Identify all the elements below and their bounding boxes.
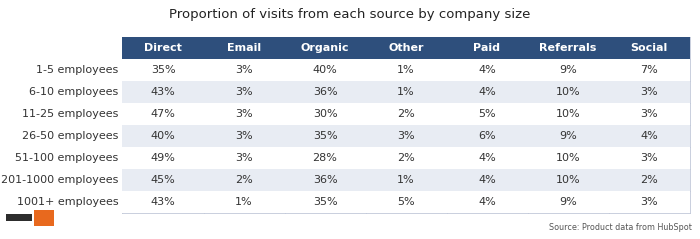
Text: 3%: 3% xyxy=(235,65,253,75)
Text: 6%: 6% xyxy=(478,131,496,141)
Text: 4%: 4% xyxy=(478,65,496,75)
Text: Email: Email xyxy=(227,43,261,53)
Text: 51-100 employees: 51-100 employees xyxy=(15,153,118,163)
Text: 4%: 4% xyxy=(478,153,496,163)
Text: 2%: 2% xyxy=(397,153,415,163)
Text: 1-5 employees: 1-5 employees xyxy=(36,65,118,75)
Text: Social: Social xyxy=(631,43,668,53)
Text: 3%: 3% xyxy=(235,87,253,97)
Text: Paid: Paid xyxy=(473,43,500,53)
Text: 40%: 40% xyxy=(150,131,176,141)
Text: 35%: 35% xyxy=(150,65,175,75)
Text: 3%: 3% xyxy=(640,87,658,97)
Text: 47%: 47% xyxy=(150,109,176,119)
Text: 4%: 4% xyxy=(478,197,496,207)
Text: 10%: 10% xyxy=(556,153,580,163)
Text: 4%: 4% xyxy=(478,175,496,185)
Text: 49%: 49% xyxy=(150,153,176,163)
Text: 5%: 5% xyxy=(478,109,496,119)
Text: 3%: 3% xyxy=(640,153,658,163)
Text: 45%: 45% xyxy=(150,175,176,185)
Text: 2%: 2% xyxy=(235,175,253,185)
Text: 9%: 9% xyxy=(559,197,577,207)
Text: 10%: 10% xyxy=(556,87,580,97)
Text: Proportion of visits from each source by company size: Proportion of visits from each source by… xyxy=(169,8,531,21)
Text: 3%: 3% xyxy=(640,197,658,207)
Text: Referrals: Referrals xyxy=(539,43,596,53)
Text: 43%: 43% xyxy=(150,87,176,97)
Text: Direct: Direct xyxy=(144,43,182,53)
Text: 9%: 9% xyxy=(559,65,577,75)
Text: 40%: 40% xyxy=(313,65,337,75)
Text: 4%: 4% xyxy=(640,131,658,141)
Text: 1%: 1% xyxy=(397,65,415,75)
Text: 6-10 employees: 6-10 employees xyxy=(29,87,118,97)
Text: 3%: 3% xyxy=(235,153,253,163)
Text: 1%: 1% xyxy=(235,197,253,207)
Text: 1%: 1% xyxy=(397,175,415,185)
Text: 2%: 2% xyxy=(397,109,415,119)
Text: 3%: 3% xyxy=(640,109,658,119)
Text: 35%: 35% xyxy=(313,131,337,141)
Text: 7%: 7% xyxy=(640,65,658,75)
Text: 43%: 43% xyxy=(150,197,176,207)
Text: 2%: 2% xyxy=(640,175,658,185)
Text: 30%: 30% xyxy=(313,109,337,119)
Text: 10%: 10% xyxy=(556,109,580,119)
Text: 26-50 employees: 26-50 employees xyxy=(22,131,118,141)
Text: 3%: 3% xyxy=(397,131,415,141)
Text: 35%: 35% xyxy=(313,197,337,207)
Text: Source: Product data from HubSpot: Source: Product data from HubSpot xyxy=(549,223,692,232)
Text: 201-1000 employees: 201-1000 employees xyxy=(1,175,118,185)
Text: 10%: 10% xyxy=(556,175,580,185)
Text: 1001+ employees: 1001+ employees xyxy=(17,197,118,207)
Text: 36%: 36% xyxy=(313,87,337,97)
Text: Organic: Organic xyxy=(301,43,349,53)
Text: Other: Other xyxy=(389,43,424,53)
Text: 5%: 5% xyxy=(397,197,415,207)
Text: 9%: 9% xyxy=(559,131,577,141)
Text: 11-25 employees: 11-25 employees xyxy=(22,109,118,119)
Text: 36%: 36% xyxy=(313,175,337,185)
Text: 1%: 1% xyxy=(397,87,415,97)
Text: 3%: 3% xyxy=(235,131,253,141)
Text: 3%: 3% xyxy=(235,109,253,119)
Text: 28%: 28% xyxy=(313,153,337,163)
Text: 4%: 4% xyxy=(478,87,496,97)
